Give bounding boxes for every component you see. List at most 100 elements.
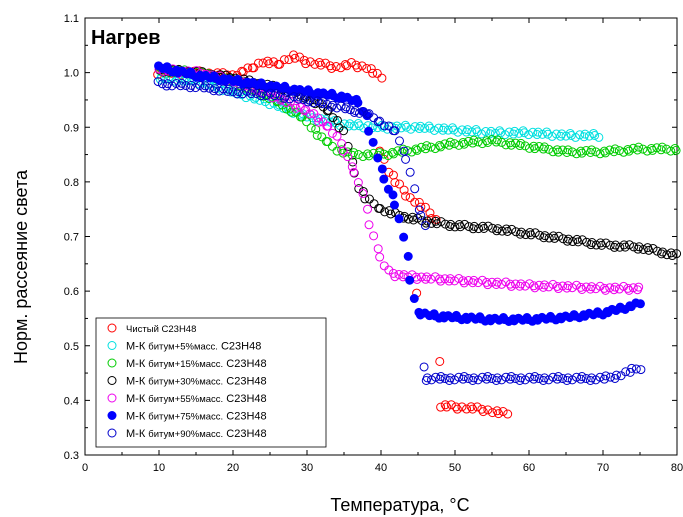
data-point (459, 372, 469, 382)
data-point (487, 277, 497, 287)
data-point (543, 129, 553, 139)
data-point (487, 223, 497, 233)
data-point (181, 81, 191, 91)
data-point (471, 125, 481, 134)
data-point (477, 404, 487, 414)
data-point (492, 135, 502, 145)
data-point (316, 60, 326, 70)
data-point (515, 229, 525, 239)
legend-label: М-К битум+55%масс. С23Н48 (126, 393, 267, 405)
legend-marker (107, 376, 117, 385)
data-point (657, 249, 667, 259)
data-point (463, 276, 473, 286)
data-point (191, 83, 201, 93)
data-point (460, 219, 470, 229)
data-point (452, 404, 462, 414)
data-point (364, 194, 374, 204)
data-point (261, 91, 271, 101)
data-point (671, 145, 681, 155)
x-tick-label: 70 (597, 462, 609, 474)
data-point (265, 88, 275, 98)
data-point (384, 121, 394, 131)
data-point (672, 249, 682, 259)
data-point (446, 400, 456, 410)
data-point (332, 103, 342, 113)
data-point (528, 127, 538, 137)
data-point (590, 130, 600, 140)
data-point (401, 191, 411, 201)
data-point (533, 127, 543, 137)
data-point (436, 276, 446, 286)
legend-label-composition: битум+30%масс. (148, 377, 223, 388)
data-point (273, 101, 283, 111)
data-point (530, 228, 540, 238)
x-axis-title: Температура, °C (330, 495, 469, 515)
data-point (317, 99, 327, 109)
data-point (504, 127, 514, 137)
data-point (582, 237, 592, 247)
data-point (449, 125, 459, 135)
data-point (457, 402, 467, 412)
data-point (463, 136, 473, 146)
data-point (615, 242, 625, 252)
data-point (540, 231, 550, 241)
data-point (436, 402, 446, 412)
data-point (373, 153, 383, 163)
data-point (252, 88, 262, 98)
data-point (473, 278, 483, 288)
data-point (516, 138, 526, 148)
data-point (494, 409, 504, 419)
data-point (529, 281, 539, 291)
data-point (511, 227, 521, 237)
data-point (366, 64, 376, 74)
data-point (503, 409, 513, 419)
data-point (638, 144, 648, 154)
data-point (305, 109, 315, 119)
data-point (472, 402, 482, 412)
data-point (467, 127, 477, 137)
data-point (363, 204, 373, 214)
data-point (339, 126, 349, 136)
data-point (299, 94, 309, 104)
data-point (358, 152, 368, 162)
data-point (483, 221, 493, 231)
data-point (591, 284, 601, 294)
data-point (620, 242, 630, 252)
data-point (233, 87, 243, 97)
data-point (405, 167, 415, 177)
legend-label-compound: С23Н48 (223, 393, 266, 405)
axis-ticks: 0 10 20 30 40 50 60 70 80 0.3 0.4 0.5 0.6 0.7 0.8 0.9 1.… (64, 13, 683, 474)
data-point (218, 84, 228, 94)
data-point (443, 125, 453, 135)
data-point (605, 145, 615, 155)
legend-label-main: М-К (126, 411, 148, 423)
data-point (544, 233, 554, 243)
data-point (279, 55, 289, 65)
data-point (627, 363, 637, 373)
data-point (501, 372, 511, 382)
data-point (469, 221, 479, 231)
data-point (338, 146, 348, 156)
x-tick-label: 10 (153, 462, 165, 474)
data-point (552, 281, 562, 291)
data-point (390, 126, 400, 136)
data-point (349, 121, 359, 131)
data-point (271, 89, 281, 98)
legend-label-compound: С23Н48 (223, 358, 266, 370)
data-point (524, 130, 534, 140)
legend-label-compound: С23Н48 (223, 428, 266, 440)
data-point (563, 145, 573, 155)
data-point (646, 143, 656, 153)
data-point (388, 190, 398, 200)
data-point (419, 362, 429, 372)
data-point (451, 402, 461, 412)
data-point (425, 208, 435, 218)
data-point (553, 147, 563, 157)
data-point (253, 58, 263, 68)
data-point (628, 283, 638, 293)
data-point (498, 407, 508, 417)
legend-marker (107, 323, 117, 333)
data-point (426, 218, 436, 228)
data-point (349, 148, 359, 158)
data-point (537, 129, 547, 139)
